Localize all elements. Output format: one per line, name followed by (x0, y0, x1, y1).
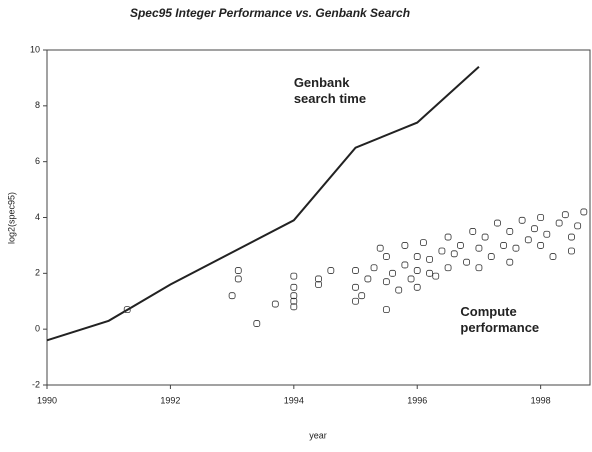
scatter-point (469, 228, 477, 235)
x-tick-label: 1994 (284, 395, 304, 405)
scatter-point (327, 267, 335, 274)
scatter-point (364, 275, 372, 283)
scatter-point (487, 253, 495, 260)
scatter-point (426, 255, 433, 263)
chart-title: Spec95 Integer Performance vs. Genbank S… (130, 6, 410, 20)
data-line (46, 66, 480, 342)
x-tick-label: 1990 (37, 395, 57, 405)
scatter-point (549, 253, 557, 260)
scatter-point (234, 267, 242, 274)
scatter-point (457, 242, 464, 249)
scatter-point (389, 269, 396, 277)
x-tick-label: 1996 (407, 395, 427, 405)
scatter-point (475, 264, 483, 272)
scatter-point (475, 244, 483, 252)
scatter-point (444, 264, 452, 272)
y-tick-label: -2 (32, 379, 40, 389)
y-tick-label: 10 (30, 44, 40, 54)
scatter-point (413, 267, 421, 274)
scatter-point (228, 292, 236, 300)
scatter-point (506, 258, 514, 266)
scatter-point (537, 242, 545, 249)
annotation: Genbank (294, 75, 350, 90)
scatter-point (531, 225, 538, 233)
scatter-point (315, 281, 322, 288)
scatter-point (432, 272, 440, 280)
y-tick-label: 6 (35, 156, 40, 166)
scatter-point (352, 283, 359, 291)
scatter-point (426, 269, 433, 277)
y-tick-label: 8 (35, 100, 40, 110)
scatter-point (494, 219, 501, 227)
y-tick-label: 4 (35, 212, 40, 222)
scatter-point (413, 253, 421, 260)
scatter-point (234, 275, 242, 283)
scatter-point (419, 239, 427, 247)
scatter-point (506, 228, 514, 235)
scatter-point (376, 244, 384, 252)
scatter-point (271, 300, 279, 308)
scatter-point (315, 275, 322, 283)
y-axis-label: log2(spec95) (6, 192, 16, 244)
scatter-point (395, 286, 403, 294)
x-tick-label: 1998 (531, 395, 551, 405)
scatter-point (561, 211, 569, 219)
scatter-point (382, 278, 390, 286)
scatter-point (481, 233, 489, 241)
scatter-point (444, 233, 452, 241)
scatter-point (543, 230, 551, 238)
scatter-point (401, 261, 409, 269)
scatter-point (290, 292, 298, 300)
scatter-point (537, 214, 545, 221)
scatter-point (253, 320, 261, 327)
scatter-point (574, 222, 582, 230)
scatter-point (352, 267, 359, 274)
annotation: search time (294, 91, 366, 106)
scatter-point (290, 303, 298, 311)
scatter-point (370, 264, 378, 272)
y-tick-label: 0 (35, 324, 40, 334)
scatter-point (463, 258, 470, 266)
scatter-point (580, 208, 588, 216)
x-tick-label: 1992 (160, 395, 180, 405)
scatter-point (123, 306, 131, 314)
scatter-point (512, 244, 520, 252)
scatter-point (290, 297, 298, 305)
scatter-point (524, 236, 532, 244)
scatter-point (438, 247, 446, 255)
annotation: performance (460, 320, 539, 335)
scatter-point (352, 297, 359, 305)
scatter-point (290, 272, 298, 280)
scatter-point (568, 233, 575, 241)
annotation: Compute (460, 304, 516, 319)
scatter-point (401, 242, 409, 249)
scatter-point (382, 253, 390, 260)
scatter-point (358, 292, 366, 300)
scatter-point (518, 216, 526, 224)
scatter-point (290, 283, 298, 291)
x-axis-label: year (309, 430, 327, 440)
scatter-point (382, 306, 390, 314)
scatter-point (555, 219, 563, 227)
scatter-point (450, 250, 458, 258)
scatter-point (500, 242, 508, 249)
scatter-point (407, 275, 415, 283)
y-tick-label: 2 (35, 268, 40, 278)
scatter-point (568, 247, 575, 255)
scatter-point (413, 283, 421, 291)
